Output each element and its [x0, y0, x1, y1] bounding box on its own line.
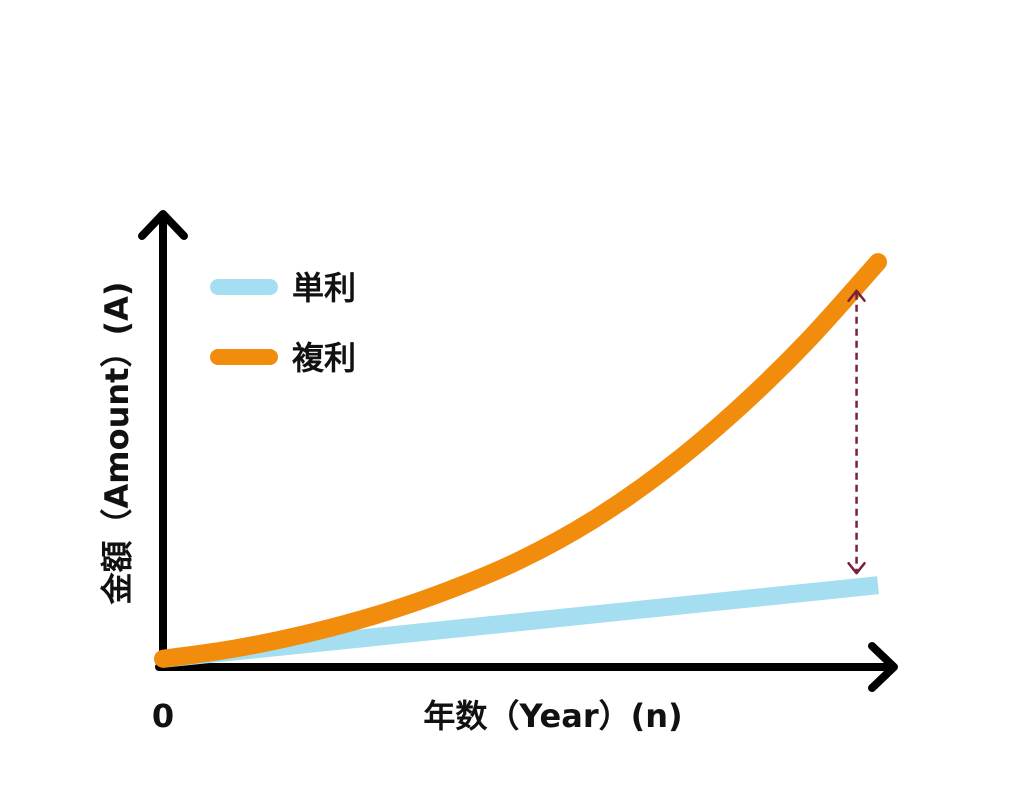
series-layer	[154, 253, 887, 668]
compound-interest-line	[154, 253, 887, 668]
legend-label-simple: 単利	[292, 269, 356, 307]
legend-label-compound: 複利	[292, 339, 356, 377]
y-axis-arrowhead	[138, 210, 188, 240]
x-origin-label: 0	[152, 697, 174, 735]
difference-arrowhead-bottom	[847, 561, 866, 575]
y-axis-label: 金額（Amount）(A)	[98, 282, 136, 606]
x-axis-arrowhead	[868, 642, 898, 692]
difference-annotation	[847, 289, 866, 575]
x-axis-label: 年数（Year）(n)	[423, 697, 682, 735]
legend: 単利 複利	[210, 269, 356, 377]
difference-arrowhead-top	[847, 289, 866, 302]
